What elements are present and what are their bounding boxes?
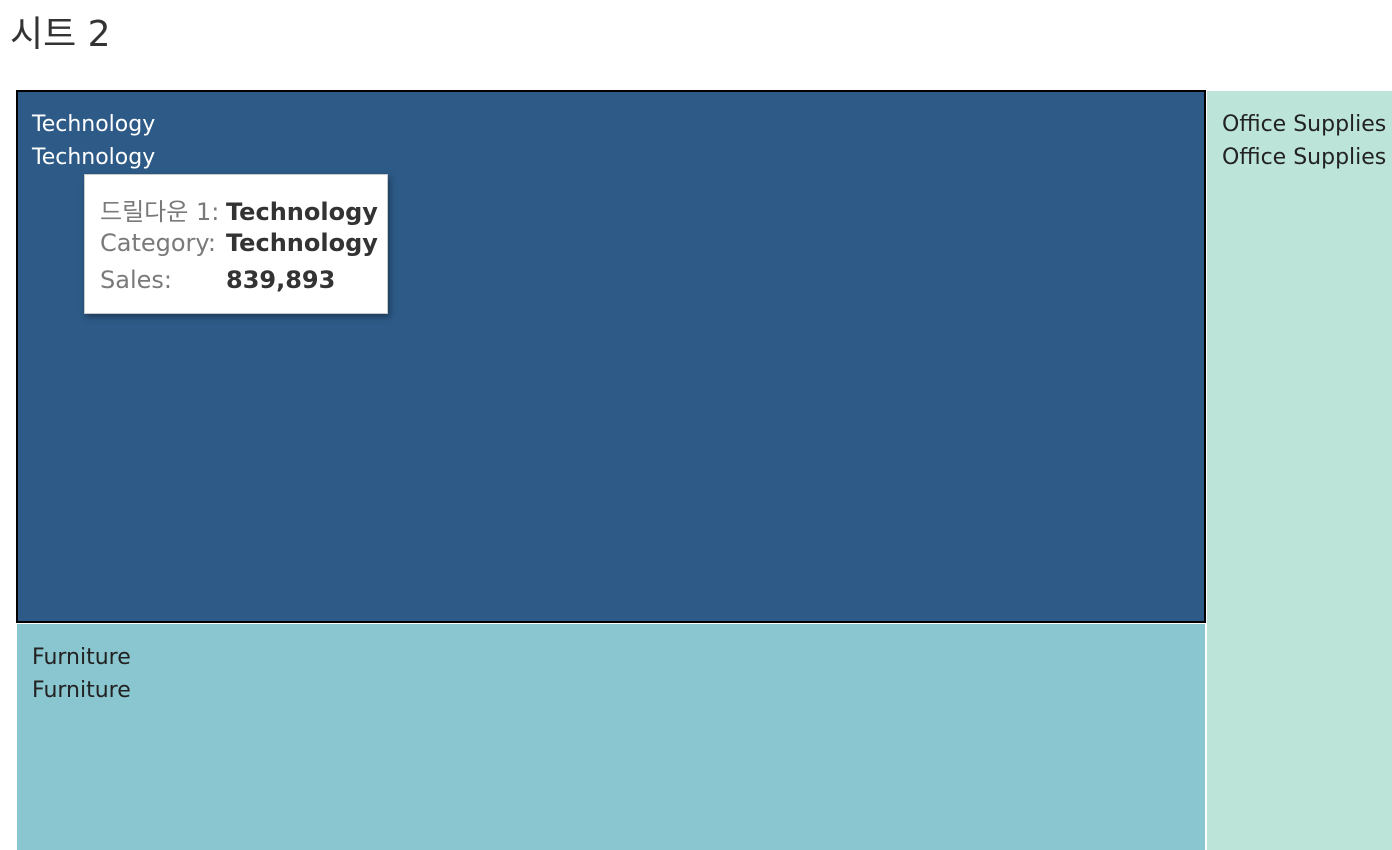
- treemap-category-furniture: Furniture: [32, 678, 131, 703]
- treemap-label-technology: Technology: [31, 112, 155, 137]
- tooltip-value-sales: 839,893: [226, 266, 336, 294]
- tooltip-label-drilldown: 드릴다운 1:: [100, 198, 220, 226]
- sheet-title: 시트 2: [10, 14, 111, 55]
- treemap-label-office_supplies: Office Supplies: [1222, 112, 1386, 137]
- treemap-category-office_supplies: Office Supplies: [1222, 145, 1386, 170]
- treemap-rect-office_supplies[interactable]: [1207, 91, 1392, 850]
- tooltip: 드릴다운 1: Technology Category: Technology …: [84, 174, 388, 314]
- tooltip-row-drilldown: 드릴다운 1: Technology: [100, 192, 387, 229]
- treemap-category-technology: Technology: [31, 145, 155, 170]
- tooltip-label-sales: Sales:: [100, 266, 172, 294]
- treemap-rect-technology[interactable]: [16, 90, 1206, 623]
- treemap-cell-technology[interactable]: Technology Technology: [16, 90, 1206, 623]
- tooltip-value-drilldown: Technology: [226, 198, 378, 226]
- tooltip-row-category: Category: Technology: [100, 229, 387, 266]
- treemap-cell-furniture[interactable]: Furniture Furniture: [17, 624, 1205, 850]
- tooltip-value-category: Technology: [226, 229, 378, 257]
- tooltip-row-sales: Sales: 839,893: [100, 266, 387, 302]
- treemap-cell-office_supplies[interactable]: Office Supplies Office Supplies: [1207, 91, 1392, 850]
- treemap-rect-furniture[interactable]: [17, 624, 1205, 850]
- treemap-label-furniture: Furniture: [32, 645, 131, 670]
- tooltip-label-category: Category:: [100, 229, 216, 257]
